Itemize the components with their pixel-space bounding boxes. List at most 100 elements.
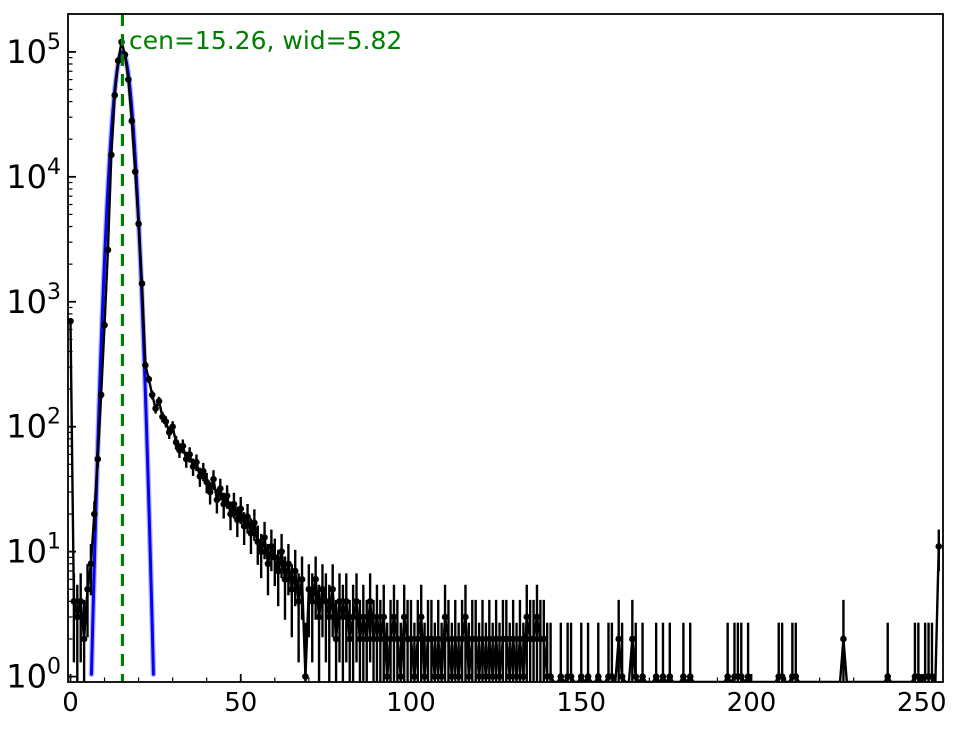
- data-point: [329, 585, 336, 593]
- data-point: [509, 635, 517, 643]
- data-point: [114, 57, 122, 64]
- data-point: [407, 635, 415, 643]
- data-point: [206, 488, 214, 496]
- data-point: [210, 475, 217, 483]
- data-point: [462, 613, 469, 621]
- data-point: [778, 673, 786, 680]
- data-point: [659, 673, 667, 680]
- data-point: [312, 576, 319, 583]
- data-point: [111, 91, 119, 99]
- data-point: [557, 673, 565, 680]
- data-point: [182, 455, 190, 463]
- data-point: [383, 673, 391, 680]
- data-point: [295, 598, 302, 605]
- data-point: [360, 613, 367, 621]
- data-point: [315, 613, 323, 621]
- data-point: [261, 534, 268, 541]
- data-point: [196, 473, 204, 480]
- data-point: [332, 635, 340, 643]
- data-point: [325, 613, 333, 621]
- data-point: [666, 673, 674, 680]
- data-point: [145, 375, 153, 383]
- data-point: [131, 168, 139, 175]
- data-point: [608, 673, 616, 680]
- data-point: [516, 635, 524, 643]
- data-point: [288, 585, 296, 593]
- data-point: [155, 397, 163, 405]
- data-point: [492, 635, 500, 643]
- data-point: [230, 500, 238, 508]
- data-point: [264, 560, 272, 568]
- data-point: [240, 522, 248, 530]
- data-point: [431, 673, 439, 680]
- data-point: [441, 613, 449, 621]
- data-point: [363, 635, 371, 643]
- data-point: [227, 510, 234, 518]
- y-tick-label: 104: [6, 155, 61, 196]
- x-tick-label: 100: [386, 688, 436, 718]
- data-point: [373, 613, 381, 621]
- data-point: [567, 673, 575, 680]
- data-point: [152, 405, 159, 412]
- data-point: [652, 673, 660, 680]
- data-point: [339, 613, 347, 621]
- data-point: [533, 613, 541, 621]
- data-point: [203, 478, 210, 486]
- data-point: [77, 598, 84, 605]
- data-point: [400, 613, 408, 621]
- data-point: [278, 548, 285, 555]
- data-point: [285, 560, 292, 568]
- data-point: [411, 673, 418, 680]
- data-point: [298, 576, 306, 583]
- data-point: [162, 418, 170, 425]
- y-tick-label: 103: [6, 280, 61, 321]
- data-point: [305, 585, 313, 593]
- data-point: [421, 673, 428, 680]
- data-point: [271, 554, 279, 561]
- data-point: [251, 519, 258, 527]
- data-point: [428, 635, 435, 643]
- data-point: [172, 439, 180, 446]
- data-point: [584, 673, 592, 680]
- data-point: [928, 673, 936, 680]
- y-tick-label: 100: [6, 655, 61, 696]
- data-point: [247, 530, 255, 537]
- data-point: [884, 673, 891, 680]
- data-point: [618, 673, 626, 680]
- data-point: [336, 598, 343, 605]
- data-point: [434, 635, 442, 643]
- x-tick-label: 50: [224, 688, 257, 718]
- data-point: [496, 673, 503, 680]
- data-point: [356, 635, 364, 643]
- data-point: [792, 673, 800, 680]
- data-point: [349, 613, 357, 621]
- data-point: [935, 543, 943, 550]
- data-point: [302, 673, 309, 680]
- data-point: [97, 391, 105, 399]
- data-point: [186, 451, 193, 458]
- data-point: [632, 673, 640, 680]
- fit-annotation-text: cen=15.26, wid=5.82: [129, 26, 402, 55]
- data-point: [87, 560, 95, 568]
- data-point: [639, 673, 646, 680]
- data-point: [479, 635, 486, 643]
- data-point: [94, 455, 102, 463]
- data-point: [380, 613, 388, 621]
- data-point: [217, 485, 224, 492]
- data-point: [74, 613, 81, 621]
- data-point: [390, 613, 398, 621]
- data-point: [686, 673, 694, 680]
- data-point: [680, 673, 687, 680]
- data-point: [343, 598, 350, 605]
- data-point: [377, 635, 384, 643]
- data-point: [366, 598, 374, 605]
- data-point: [445, 635, 452, 643]
- data-point: [199, 467, 207, 475]
- data-point: [840, 635, 847, 643]
- data-point: [506, 673, 514, 680]
- data-point: [135, 220, 142, 228]
- axes-layer: 0 50 100 150 200 250 100 101 102 103 104 105: [6, 13, 947, 718]
- data-point: [128, 117, 136, 125]
- data-point: [159, 413, 166, 421]
